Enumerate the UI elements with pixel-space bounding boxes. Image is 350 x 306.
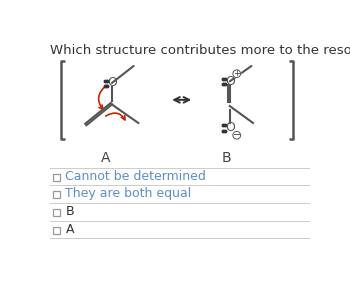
FancyArrowPatch shape — [99, 85, 106, 109]
Bar — [53, 227, 60, 234]
Bar — [53, 192, 60, 198]
Text: O: O — [225, 75, 235, 88]
Text: A: A — [65, 223, 74, 236]
Text: O: O — [107, 76, 117, 89]
Text: O: O — [225, 121, 235, 134]
Text: +: + — [233, 69, 240, 78]
Text: −: − — [233, 130, 241, 140]
Text: B: B — [65, 205, 74, 218]
Circle shape — [233, 70, 240, 77]
Text: B: B — [222, 151, 231, 165]
Text: They are both equal: They are both equal — [65, 187, 192, 200]
Text: A: A — [101, 151, 111, 165]
FancyArrowPatch shape — [106, 113, 125, 120]
Bar — [53, 209, 60, 216]
Bar — [53, 174, 60, 181]
Text: Which structure contributes more to the resonance hybrid?: Which structure contributes more to the … — [50, 44, 350, 58]
Text: Cannot be determined: Cannot be determined — [65, 170, 206, 183]
Circle shape — [233, 132, 240, 139]
